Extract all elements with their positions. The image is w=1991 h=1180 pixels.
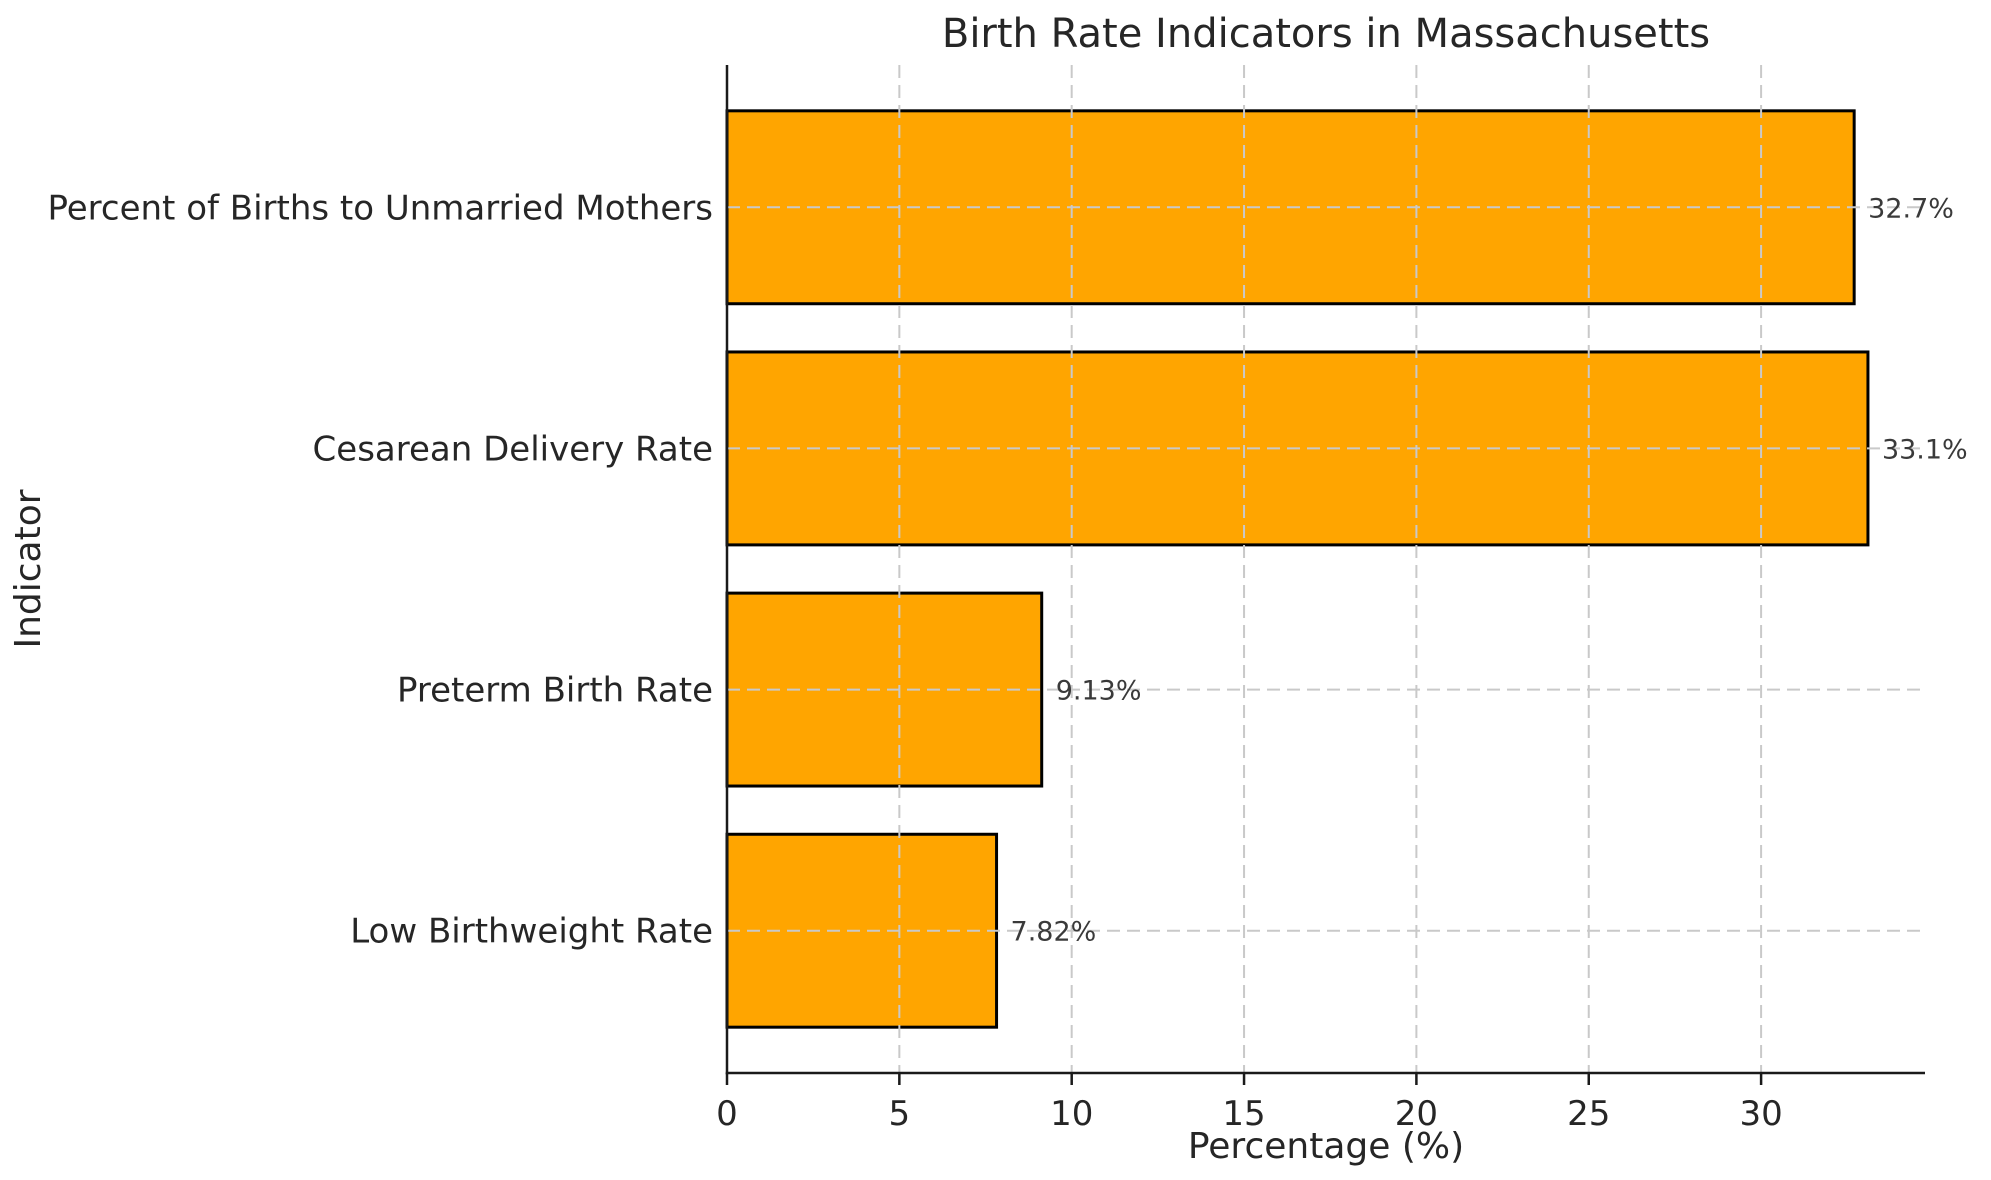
x-tick-label: 20 — [1395, 1094, 1438, 1134]
category-label: Cesarean Delivery Rate — [313, 429, 713, 469]
value-label: 9.13% — [1056, 676, 1142, 707]
axes-layer — [725, 65, 1925, 1085]
category-label: Preterm Birth Rate — [397, 671, 713, 711]
value-label: 7.82% — [1011, 917, 1097, 948]
tick-labels-layer: 0 5 10 15 20 25 30 — [716, 1094, 1783, 1134]
x-tick-label: 15 — [1222, 1094, 1265, 1134]
category-label: Low Birthweight Rate — [350, 912, 713, 952]
value-label: 32.7% — [1868, 193, 1954, 224]
chart-title: Birth Rate Indicators in Massachusetts — [942, 11, 1710, 57]
category-labels-layer: Percent of Births to Unmarried Mothers Ce… — [47, 188, 713, 951]
x-tick-label: 0 — [716, 1094, 738, 1134]
value-label: 33.1% — [1882, 434, 1968, 465]
bars-layer — [725, 109, 1870, 1029]
x-axis-label: Percentage (%) — [1188, 1126, 1464, 1167]
y-axis-label: Indicator — [8, 489, 49, 648]
x-tick-label: 5 — [889, 1094, 911, 1134]
x-tick-label: 30 — [1739, 1094, 1782, 1134]
value-labels-layer: 32.7% 33.1% 9.13% 7.82% — [1011, 193, 1968, 947]
x-tick-label: 25 — [1567, 1094, 1610, 1134]
grid-layer — [727, 65, 1925, 1073]
x-tick-label: 10 — [1050, 1094, 1093, 1134]
category-label: Percent of Births to Unmarried Mothers — [47, 188, 713, 228]
